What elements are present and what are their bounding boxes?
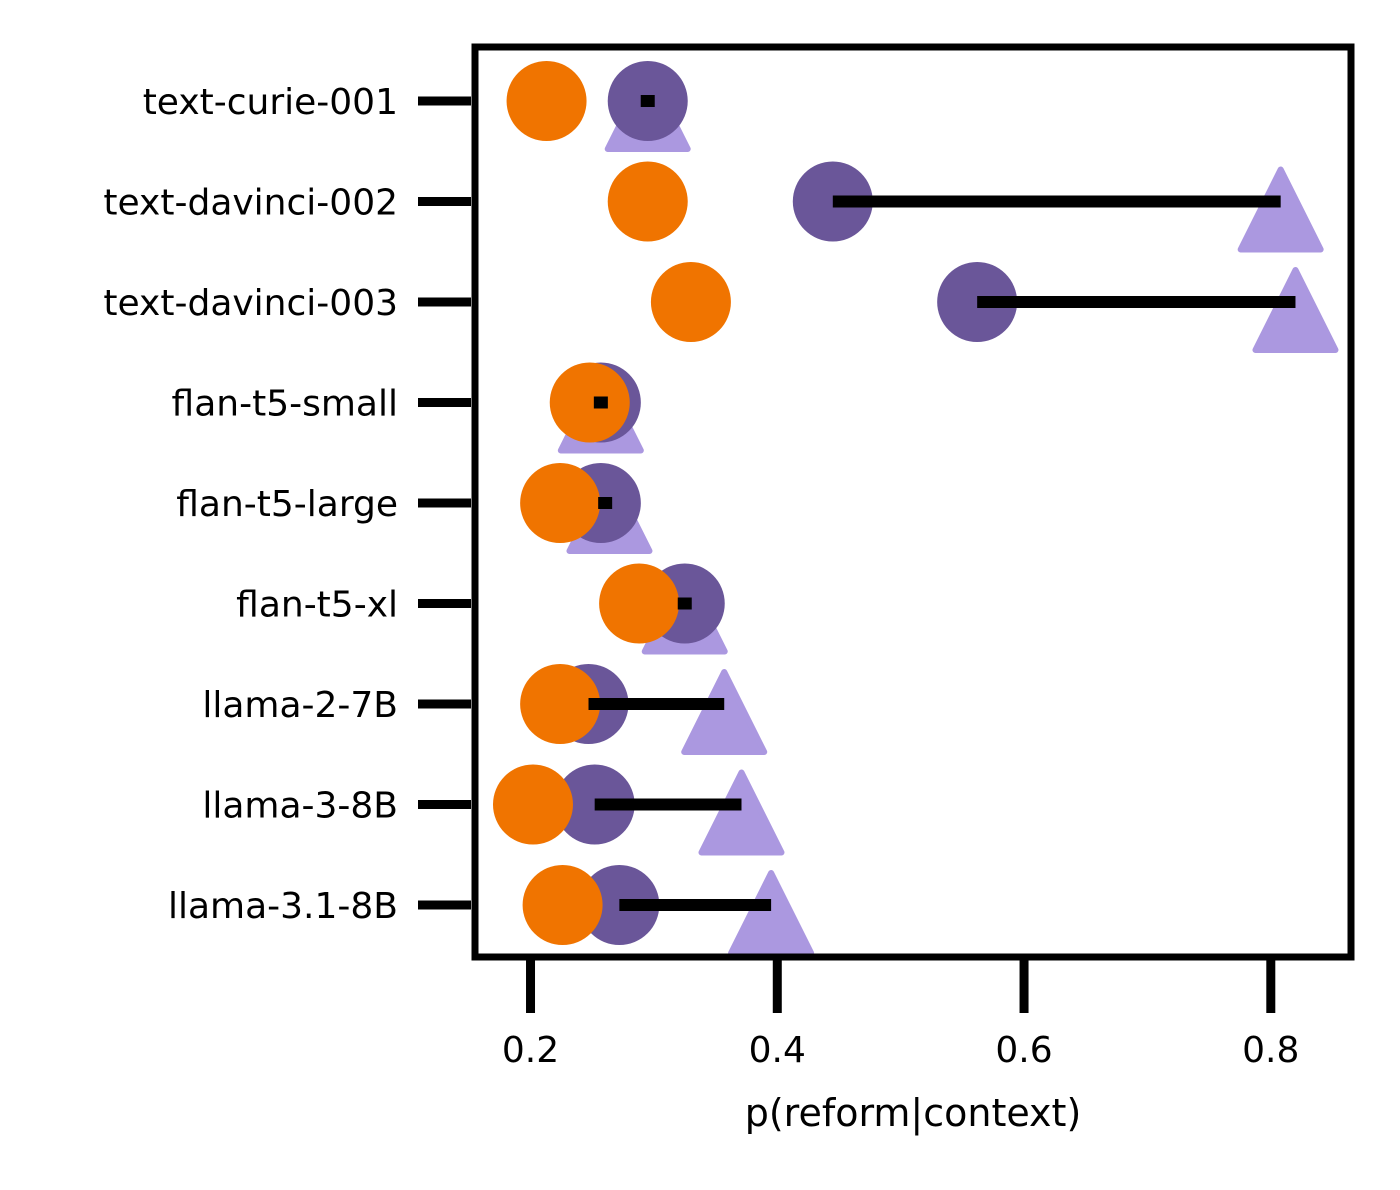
range-bar bbox=[593, 396, 608, 409]
circle-point bbox=[492, 764, 573, 845]
triangle-point bbox=[1237, 166, 1324, 253]
y-tick-label: flan-t5-xl bbox=[236, 585, 398, 626]
x-tick-label: 0.8 bbox=[1242, 1030, 1299, 1071]
circle-point bbox=[549, 362, 630, 443]
range-bar bbox=[640, 95, 655, 107]
x-tick-label: 0.4 bbox=[749, 1030, 806, 1071]
plot-frame bbox=[471, 43, 1355, 961]
range-bar bbox=[677, 597, 692, 610]
y-tick-label: text-curie-001 bbox=[143, 82, 398, 123]
y-tick-label: text-davinci-003 bbox=[103, 283, 398, 324]
triangle-point bbox=[728, 870, 815, 956]
chart-marks bbox=[492, 61, 1339, 956]
x-tick-label: 0.2 bbox=[502, 1030, 559, 1071]
x-axis-title: p(reform|context) bbox=[745, 1091, 1082, 1136]
triangle-point bbox=[681, 669, 768, 755]
y-tick-label: llama-2-7B bbox=[202, 685, 398, 726]
x-tick-label: 0.6 bbox=[995, 1030, 1052, 1071]
circle-point bbox=[599, 563, 680, 644]
range-bar bbox=[598, 497, 613, 509]
circle-point bbox=[520, 664, 601, 744]
triangle-point bbox=[1252, 267, 1339, 353]
chart-axes: text-curie-001 text-davinci-002 text-davin… bbox=[103, 82, 1299, 1071]
y-tick-label: flan-t5-large bbox=[176, 484, 398, 525]
circle-point bbox=[650, 262, 731, 342]
y-tick-label: llama-3-8B bbox=[202, 786, 398, 827]
y-tick-label: llama-3.1-8B bbox=[168, 886, 398, 927]
circle-point bbox=[607, 161, 688, 242]
circle-point bbox=[520, 463, 601, 543]
y-tick-label: flan-t5-small bbox=[172, 384, 398, 425]
circle-point bbox=[506, 61, 587, 141]
triangle-point bbox=[698, 769, 785, 856]
y-tick-label: text-davinci-002 bbox=[103, 183, 398, 224]
circle-point bbox=[522, 865, 603, 945]
